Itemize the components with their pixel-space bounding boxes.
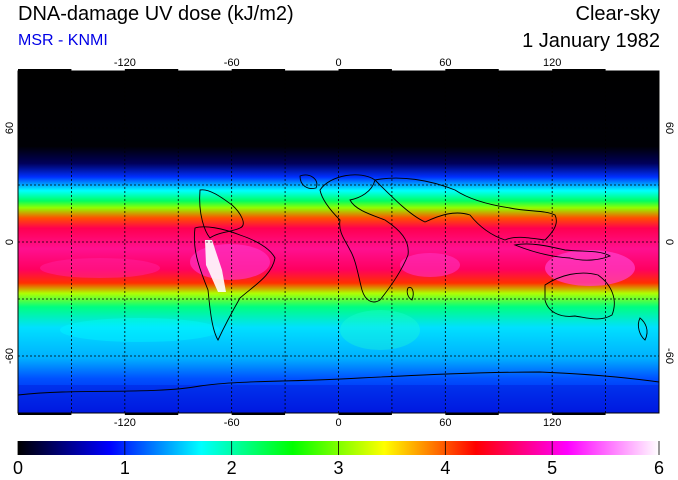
latitude-labels-right: 60 0 -60 (663, 122, 675, 364)
latitude-label: 0 (4, 239, 16, 245)
colorbar-tick-label: 2 (226, 458, 237, 478)
frame-tick-segment (338, 69, 392, 71)
frame-tick-segment (18, 413, 72, 415)
latitude-label: 0 (663, 239, 675, 245)
coastline-antarctica (18, 371, 659, 396)
longitude-label: 120 (543, 417, 561, 429)
longitude-label: 60 (439, 57, 451, 69)
colorbar-ticks (17, 441, 660, 455)
longitude-label: 60 (439, 417, 451, 429)
latitude-label: -60 (4, 348, 16, 364)
frame-tick-segment (124, 69, 179, 71)
graticule (18, 71, 659, 413)
latitude-label: 60 (4, 122, 16, 134)
coastline-australia (544, 272, 615, 320)
high-uv-region-africa (400, 253, 460, 277)
low-uv-patch-south-atlantic (340, 310, 420, 350)
frame-tick-segment (231, 413, 286, 415)
longitude-label: -120 (114, 57, 136, 69)
coastline-greenland (299, 174, 318, 189)
frame-tick-segment (445, 69, 499, 71)
high-uv-region-australia (545, 250, 635, 286)
longitude-labels-bottom: -120 -60 0 60 120 (114, 417, 562, 429)
coastline-asia (374, 177, 557, 241)
colorbar-tick-label: 6 (653, 458, 665, 478)
coastline-europe-africa (319, 174, 409, 303)
frame-tick-segment (18, 69, 72, 71)
colorbar-tick-label: 0 (12, 458, 24, 478)
andes-high-uv (205, 240, 226, 292)
sky-condition-label: Clear-sky (575, 3, 660, 25)
frame-ticks (18, 69, 606, 415)
coastline-new-zealand (637, 317, 648, 341)
colorbar-tick-label: 1 (119, 458, 130, 478)
latitude-label: -60 (663, 348, 675, 364)
longitude-label: 120 (543, 57, 561, 69)
frame-tick-segment (124, 413, 179, 415)
frame-tick-segment (231, 69, 286, 71)
frame-tick-segment (552, 69, 606, 71)
coastline-madagascar (406, 286, 414, 301)
longitude-label: -60 (224, 57, 240, 69)
low-uv-patch-south-pacific (60, 318, 220, 342)
coastline-south-america (193, 226, 276, 341)
longitude-label: 0 (335, 57, 341, 69)
longitude-labels-top: -120 -60 0 60 120 (114, 57, 562, 69)
coastlines (18, 174, 659, 396)
colorbar-tick-label: 4 (440, 458, 451, 478)
high-uv-region-pacific (40, 258, 160, 278)
longitude-label: 0 (335, 417, 341, 429)
frame-tick-segment (338, 413, 392, 415)
colorbar-tick-label: 5 (547, 458, 558, 478)
longitude-label: -120 (114, 417, 136, 429)
colorbar-tick-label: 3 (333, 458, 344, 478)
latitude-labels-left: 60 0 -60 (4, 122, 16, 364)
source-label: MSR - KNMI (18, 32, 108, 49)
frame-tick-segment (445, 413, 499, 415)
date-label: 1 January 1982 (522, 30, 660, 52)
latitude-label: 60 (663, 122, 675, 134)
map-title: DNA-damage UV dose (kJ/m2) (18, 3, 294, 25)
coastline-indonesia (513, 243, 612, 261)
coastline-north-america (199, 189, 244, 239)
frame-tick-segment (552, 413, 606, 415)
longitude-label: -60 (224, 417, 240, 429)
